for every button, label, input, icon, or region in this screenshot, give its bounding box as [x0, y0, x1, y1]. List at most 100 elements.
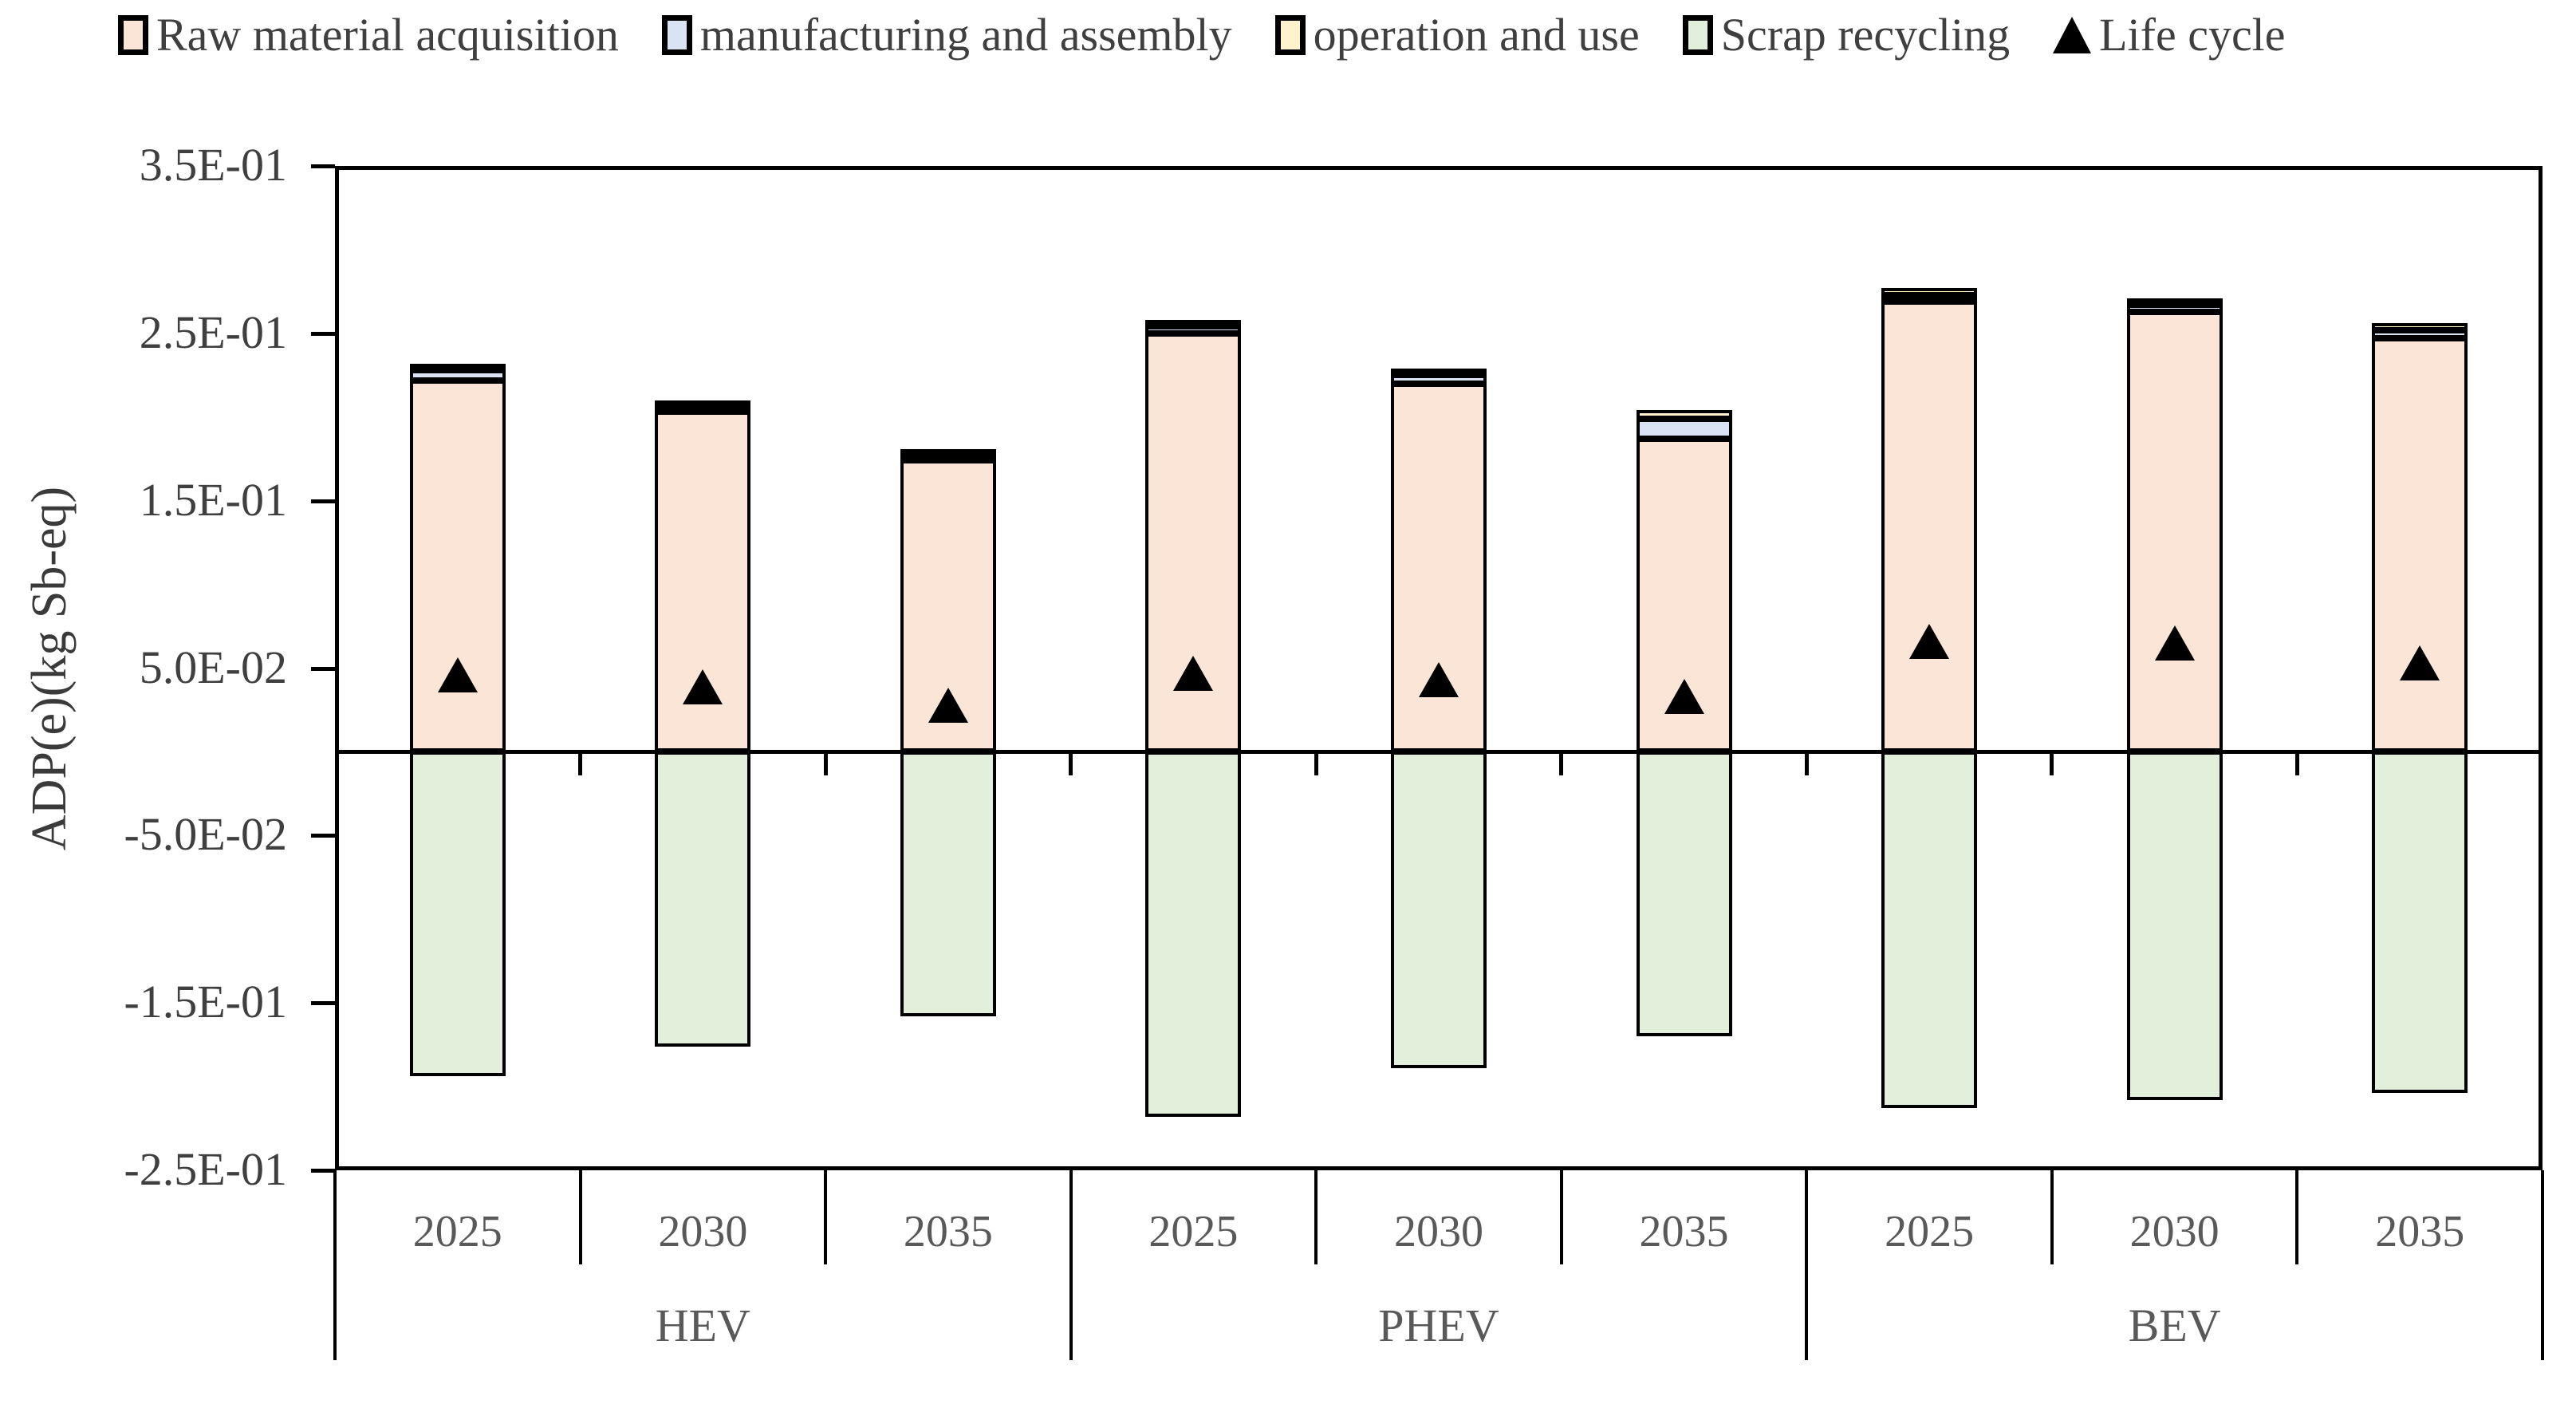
legend-label-raw-material-acquisition: Raw material acquisition	[156, 9, 619, 61]
legend-item-life-cycle: Life cycle	[2053, 8, 2286, 61]
year-separator-line	[2050, 1170, 2054, 1264]
legend-label-manufacturing-and-assembly: manufacturing and assembly	[699, 9, 1232, 61]
bar-segment-operation-and-use-2025-6	[1881, 288, 1978, 295]
legend-label-scrap-recycling: Scrap recycling	[1720, 9, 2011, 61]
y-axis-tick	[311, 666, 335, 671]
bar-segment-manufacturing-and-assembly-2025-3	[1145, 326, 1242, 333]
group-separator-line	[2541, 1170, 2544, 1360]
y-axis-tick	[311, 331, 335, 336]
legend-swatch-raw-material-acquisition	[118, 14, 148, 55]
plot-border-box	[335, 166, 2543, 1170]
bar-segment-scrap-recycling-2035-2	[900, 751, 996, 1016]
legend-item-operation-and-use: operation and use	[1274, 8, 1640, 61]
legend-label-operation-and-use: operation and use	[1313, 9, 1640, 61]
x-group-label-phev: PHEV	[1378, 1300, 1499, 1351]
life-cycle-marker-2025-6	[1909, 623, 1950, 659]
x-year-label: 2035	[903, 1207, 993, 1256]
y-axis-tick	[311, 834, 335, 838]
bar-segment-raw-material-acquisition-2025-0	[409, 380, 506, 752]
bar-segment-manufacturing-and-assembly-2035-5	[1636, 418, 1732, 440]
zero-line-category-tick	[1804, 751, 1809, 776]
zero-line-category-tick	[1559, 751, 1564, 776]
y-tick-label: -2.5E-01	[124, 1143, 287, 1195]
zero-line-category-tick	[578, 751, 583, 776]
life-cycle-marker-2035-5	[1664, 679, 1704, 715]
life-cycle-marker-2030-4	[1419, 662, 1459, 698]
x-group-label-bev: BEV	[2128, 1300, 2221, 1351]
bar-segment-manufacturing-and-assembly-2030-1	[655, 407, 751, 414]
year-separator-line	[1314, 1170, 1318, 1264]
y-axis-tick	[311, 1001, 335, 1006]
legend-label-life-cycle: Life cycle	[2099, 9, 2286, 61]
bar-segment-scrap-recycling-2035-8	[2372, 751, 2468, 1094]
bar-segment-scrap-recycling-2025-3	[1145, 751, 1242, 1117]
y-tick-label: -5.0E-02	[124, 808, 287, 861]
legend-item-scrap-recycling: Scrap recycling	[1682, 8, 2011, 61]
bar-segment-operation-and-use-2030-7	[2126, 298, 2223, 306]
zero-line-category-tick	[2294, 751, 2299, 776]
year-separator-line	[2295, 1170, 2299, 1264]
y-tick-label: 2.5E-01	[139, 306, 287, 358]
y-tick-label: 3.5E-01	[139, 139, 287, 191]
bar-segment-raw-material-acquisition-2035-8	[2372, 338, 2468, 752]
bar-segment-scrap-recycling-2025-6	[1881, 751, 1978, 1109]
life-cycle-marker-2025-0	[437, 657, 478, 692]
bar-segment-scrap-recycling-2025-0	[409, 751, 506, 1077]
bar-segment-raw-material-acquisition-2030-7	[2126, 311, 2223, 752]
bar-segment-raw-material-acquisition-2025-6	[1881, 301, 1978, 752]
bar-segment-manufacturing-and-assembly-2035-8	[2372, 329, 2468, 339]
bar-segment-scrap-recycling-2030-4	[1391, 751, 1487, 1068]
legend-triangle-marker-icon	[2053, 16, 2092, 53]
life-cycle-marker-2035-2	[928, 687, 968, 723]
zero-axis-line	[335, 749, 2543, 754]
bar-segment-operation-and-use-2025-3	[1145, 320, 1242, 327]
bar-segment-scrap-recycling-2035-5	[1636, 751, 1732, 1037]
x-year-label: 2035	[2375, 1207, 2465, 1256]
bar-segment-operation-and-use-2030-1	[655, 400, 751, 408]
x-year-label: 2030	[658, 1207, 748, 1256]
life-cycle-marker-2035-8	[2400, 645, 2440, 681]
x-year-label: 2025	[1885, 1207, 1975, 1256]
bar-segment-raw-material-acquisition-2030-4	[1391, 383, 1487, 752]
year-separator-line	[1559, 1170, 1563, 1264]
life-cycle-marker-2025-3	[1173, 655, 1214, 691]
zero-line-category-tick	[2050, 751, 2054, 776]
x-group-label-hev: HEV	[655, 1300, 750, 1351]
bar-segment-operation-and-use-2035-5	[1636, 410, 1732, 419]
y-axis-tick	[311, 1169, 335, 1173]
bar-segment-manufacturing-and-assembly-2025-0	[409, 369, 506, 381]
legend-swatch-operation-and-use	[1274, 14, 1306, 55]
zero-line-category-tick	[823, 751, 828, 776]
legend-item-raw-material-acquisition: Raw material acquisition	[118, 8, 619, 61]
x-year-label: 2025	[412, 1207, 502, 1256]
legend-item-manufacturing-and-assembly: manufacturing and assembly	[661, 8, 1232, 61]
bar-segment-manufacturing-and-assembly-2035-2	[900, 456, 996, 462]
y-axis-tick	[311, 499, 335, 503]
life-cycle-marker-2030-1	[683, 669, 723, 704]
x-year-label: 2030	[2129, 1207, 2220, 1256]
y-tick-label: -1.5E-01	[124, 976, 287, 1028]
bar-segment-manufacturing-and-assembly-2025-6	[1881, 294, 1978, 302]
chart-legend: Raw material acquisition manufacturing an…	[118, 8, 2286, 61]
year-separator-line	[824, 1170, 828, 1264]
group-separator-line	[333, 1170, 337, 1360]
y-axis-tick	[311, 164, 335, 168]
legend-swatch-manufacturing-and-assembly	[661, 14, 692, 55]
y-axis-title: ADP(e)(kg Sb-eq)	[22, 486, 77, 850]
legend-swatch-scrap-recycling	[1682, 14, 1713, 55]
bar-segment-manufacturing-and-assembly-2030-4	[1391, 375, 1487, 384]
bar-segment-manufacturing-and-assembly-2030-7	[2126, 305, 2223, 312]
y-tick-label: 5.0E-02	[139, 641, 287, 693]
zero-line-category-tick	[1069, 751, 1073, 776]
y-tick-label: 1.5E-01	[139, 473, 287, 526]
x-year-label: 2025	[1148, 1207, 1239, 1256]
x-year-label: 2030	[1393, 1207, 1483, 1256]
group-separator-line	[1805, 1170, 1809, 1360]
bar-segment-operation-and-use-2035-2	[900, 448, 996, 456]
zero-line-category-tick	[1314, 751, 1318, 776]
bar-segment-operation-and-use-2035-8	[2372, 323, 2468, 330]
bar-segment-scrap-recycling-2030-7	[2126, 751, 2223, 1100]
group-separator-line	[1069, 1170, 1073, 1360]
